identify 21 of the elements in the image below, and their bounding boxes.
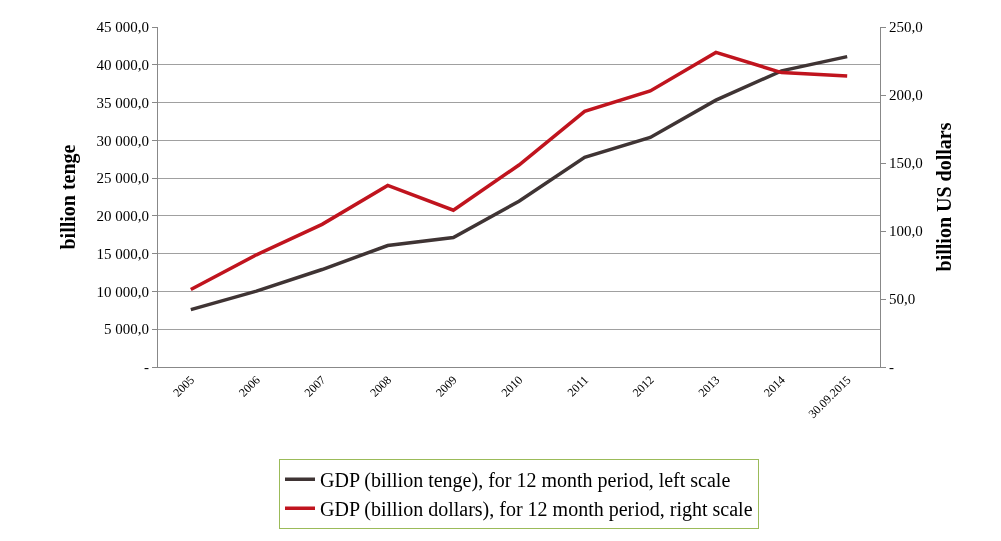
y-axis-title: billion tenge [57, 144, 80, 250]
y2-tick-label: 250,0 [889, 19, 923, 36]
y-tick-label: 5 000,0 [104, 321, 149, 338]
y-tick-label: 20 000,0 [96, 208, 149, 225]
y-tick-label: 25 000,0 [96, 170, 149, 187]
y2-axis-title: billion US dollars [933, 122, 956, 272]
y-tick-label: 40 000,0 [96, 57, 149, 74]
legend-label: GDP (billion tenge), for 12 month period, left scale [320, 469, 731, 493]
y2-tick-label: 150,0 [889, 155, 923, 172]
y-tick-label: - [144, 359, 149, 376]
y-tick-label: 30 000,0 [96, 132, 149, 149]
legend-label: GDP (billion dollars), for 12 month period, right scale [320, 498, 753, 522]
y-tick-label: 35 000,0 [96, 94, 149, 111]
y2-tick-label: - [889, 359, 894, 376]
y2-tick-label: 50,0 [889, 291, 916, 308]
y-tick-label: 15 000,0 [96, 245, 149, 262]
y-tick-label: 45 000,0 [96, 19, 149, 36]
y2-tick-label: 100,0 [889, 223, 923, 240]
y2-tick-label: 200,0 [889, 87, 923, 104]
x-tick-label: 2011 [564, 372, 591, 400]
y-tick-label: 10 000,0 [96, 283, 149, 300]
